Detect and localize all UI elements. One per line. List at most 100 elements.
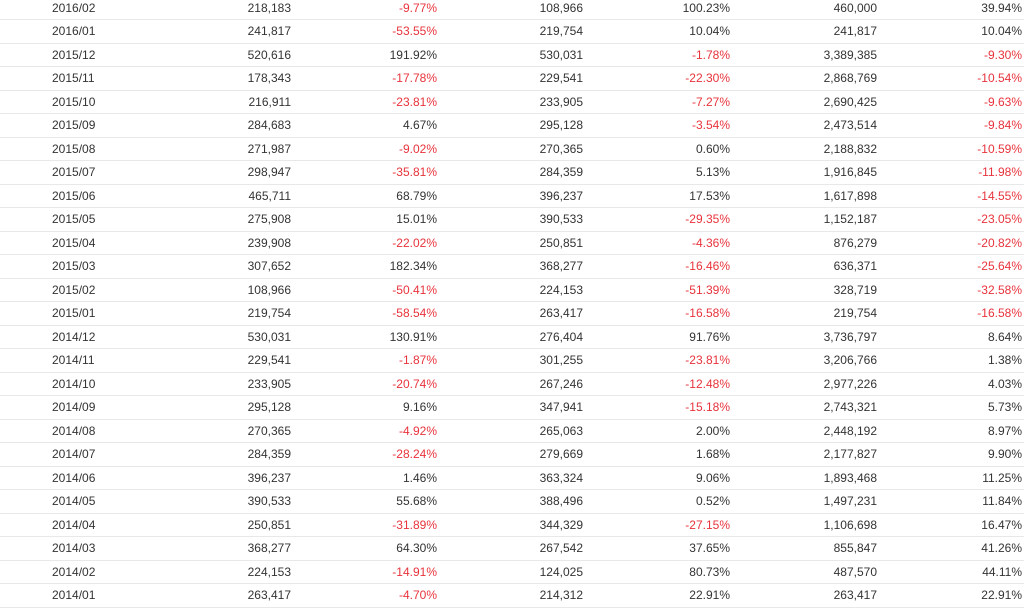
change-a-cell: 1.46% — [291, 466, 437, 490]
cumulative-change-cell: -16.58% — [877, 301, 1024, 326]
table-row: 2014/01 263,417 -4.70% 214,312 22.91% 263,417… — [0, 583, 1024, 608]
date-cell: 2015/09 — [0, 113, 142, 138]
date-cell: 2014/01 — [0, 583, 142, 608]
change-b-cell: 22.91% — [583, 583, 730, 608]
cumulative-change-cell: 5.73% — [877, 395, 1024, 420]
change-a-cell: 191.92% — [291, 43, 437, 67]
change-a-cell: 15.01% — [291, 207, 437, 232]
change-b-cell: 100.23% — [583, 0, 730, 20]
value-b-cell: 396,237 — [437, 184, 583, 208]
value-b-cell: 265,063 — [437, 419, 583, 443]
table-row: 2014/08 270,365 -4.92% 265,063 2.00% 2,448,19… — [0, 419, 1024, 443]
change-b-cell: 10.04% — [583, 19, 730, 44]
change-b-cell: 0.52% — [583, 489, 730, 514]
cumulative-change-cell: 8.64% — [877, 325, 1024, 349]
table-row: 2015/07 298,947 -35.81% 284,359 5.13% 1,916,8… — [0, 160, 1024, 185]
date-cell: 2014/07 — [0, 442, 142, 467]
change-a-cell: -23.81% — [291, 90, 437, 114]
change-a-cell: 64.30% — [291, 536, 437, 561]
cumulative-change-cell: -10.59% — [877, 137, 1024, 161]
value-a-cell: 218,183 — [142, 0, 291, 20]
value-a-cell: 219,754 — [142, 301, 291, 326]
table-row: 2015/03 307,652 182.34% 368,277 -16.46% 636,3… — [0, 254, 1024, 279]
cumulative-change-cell: 8.97% — [877, 419, 1024, 443]
value-a-cell: 271,987 — [142, 137, 291, 161]
value-a-cell: 530,031 — [142, 325, 291, 349]
change-a-cell: 130.91% — [291, 325, 437, 349]
value-b-cell: 368,277 — [437, 254, 583, 279]
change-b-cell: -15.18% — [583, 395, 730, 420]
value-b-cell: 276,404 — [437, 325, 583, 349]
value-a-cell: 396,237 — [142, 466, 291, 490]
cumulative-cell: 1,617,898 — [730, 184, 877, 208]
value-a-cell: 284,683 — [142, 113, 291, 138]
change-b-cell: -51.39% — [583, 278, 730, 302]
table-row: 2014/12 530,031 130.91% 276,404 91.76% 3,736,… — [0, 325, 1024, 349]
table-row: 2015/06 465,711 68.79% 396,237 17.53% 1,617,8… — [0, 184, 1024, 208]
change-a-cell: -4.92% — [291, 419, 437, 443]
date-cell: 2015/02 — [0, 278, 142, 302]
value-b-cell: 270,365 — [437, 137, 583, 161]
value-a-cell: 284,359 — [142, 442, 291, 467]
change-b-cell: -22.30% — [583, 66, 730, 91]
cumulative-change-cell: 1.38% — [877, 348, 1024, 373]
change-b-cell: -16.58% — [583, 301, 730, 326]
table-row: 2014/07 284,359 -28.24% 279,669 1.68% 2,177,8… — [0, 442, 1024, 467]
value-a-cell: 270,365 — [142, 419, 291, 443]
cumulative-change-cell: 22.91% — [877, 583, 1024, 608]
table-row: 2015/02 108,966 -50.41% 224,153 -51.39% 328,7… — [0, 278, 1024, 302]
value-b-cell: 233,905 — [437, 90, 583, 114]
change-b-cell: -27.15% — [583, 513, 730, 537]
table-row: 2014/02 224,153 -14.91% 124,025 80.73% 487,57… — [0, 560, 1024, 584]
table-row: 2015/10 216,911 -23.81% 233,905 -7.27% 2,690,… — [0, 90, 1024, 114]
change-b-cell: 80.73% — [583, 560, 730, 584]
value-a-cell: 233,905 — [142, 372, 291, 396]
change-a-cell: 4.67% — [291, 113, 437, 138]
table-row: 2015/08 271,987 -9.02% 270,365 0.60% 2,188,83… — [0, 137, 1024, 161]
cumulative-cell: 1,106,698 — [730, 513, 877, 537]
cumulative-change-cell: -20.82% — [877, 231, 1024, 255]
value-a-cell: 108,966 — [142, 278, 291, 302]
cumulative-change-cell: -10.54% — [877, 66, 1024, 91]
table-row: 2014/06 396,237 1.46% 363,324 9.06% 1,893,468… — [0, 466, 1024, 490]
cumulative-change-cell: 16.47% — [877, 513, 1024, 537]
value-a-cell: 368,277 — [142, 536, 291, 561]
change-a-cell: -1.87% — [291, 348, 437, 373]
change-b-cell: -7.27% — [583, 90, 730, 114]
change-a-cell: -9.02% — [291, 137, 437, 161]
cumulative-cell: 855,847 — [730, 536, 877, 561]
table-row: 2016/01 241,817 -53.55% 219,754 10.04% 241,81… — [0, 19, 1024, 44]
date-cell: 2015/07 — [0, 160, 142, 185]
change-b-cell: -16.46% — [583, 254, 730, 279]
value-b-cell: 301,255 — [437, 348, 583, 373]
cumulative-cell: 2,977,226 — [730, 372, 877, 396]
change-b-cell: 5.13% — [583, 160, 730, 185]
value-b-cell: 390,533 — [437, 207, 583, 232]
table-row: 2014/10 233,905 -20.74% 267,246 -12.48% 2,977… — [0, 372, 1024, 396]
change-b-cell: -12.48% — [583, 372, 730, 396]
change-a-cell: -14.91% — [291, 560, 437, 584]
date-cell: 2015/12 — [0, 43, 142, 67]
cumulative-cell: 2,448,192 — [730, 419, 877, 443]
cumulative-change-cell: -9.84% — [877, 113, 1024, 138]
date-cell: 2016/02 — [0, 0, 142, 20]
date-cell: 2014/12 — [0, 325, 142, 349]
change-a-cell: -35.81% — [291, 160, 437, 185]
table-row: 2015/11 178,343 -17.78% 229,541 -22.30% 2,868… — [0, 66, 1024, 91]
cumulative-change-cell: -9.30% — [877, 43, 1024, 67]
cumulative-cell: 1,916,845 — [730, 160, 877, 185]
value-b-cell: 219,754 — [437, 19, 583, 44]
change-a-cell: -28.24% — [291, 442, 437, 467]
date-cell: 2015/08 — [0, 137, 142, 161]
value-a-cell: 520,616 — [142, 43, 291, 67]
date-cell: 2015/04 — [0, 231, 142, 255]
change-b-cell: 91.76% — [583, 325, 730, 349]
value-b-cell: 229,541 — [437, 66, 583, 91]
cumulative-change-cell: -25.64% — [877, 254, 1024, 279]
cumulative-cell: 328,719 — [730, 278, 877, 302]
cumulative-cell: 3,389,385 — [730, 43, 877, 67]
value-b-cell: 295,128 — [437, 113, 583, 138]
cumulative-change-cell: -32.58% — [877, 278, 1024, 302]
